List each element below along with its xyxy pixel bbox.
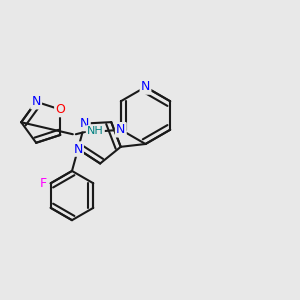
Text: N: N	[73, 142, 83, 156]
Text: NH: NH	[87, 126, 104, 136]
Text: N: N	[32, 95, 41, 108]
Text: N: N	[80, 117, 89, 130]
Text: N: N	[116, 123, 125, 136]
Text: F: F	[40, 177, 47, 190]
Text: O: O	[56, 103, 65, 116]
Text: N: N	[141, 80, 150, 94]
